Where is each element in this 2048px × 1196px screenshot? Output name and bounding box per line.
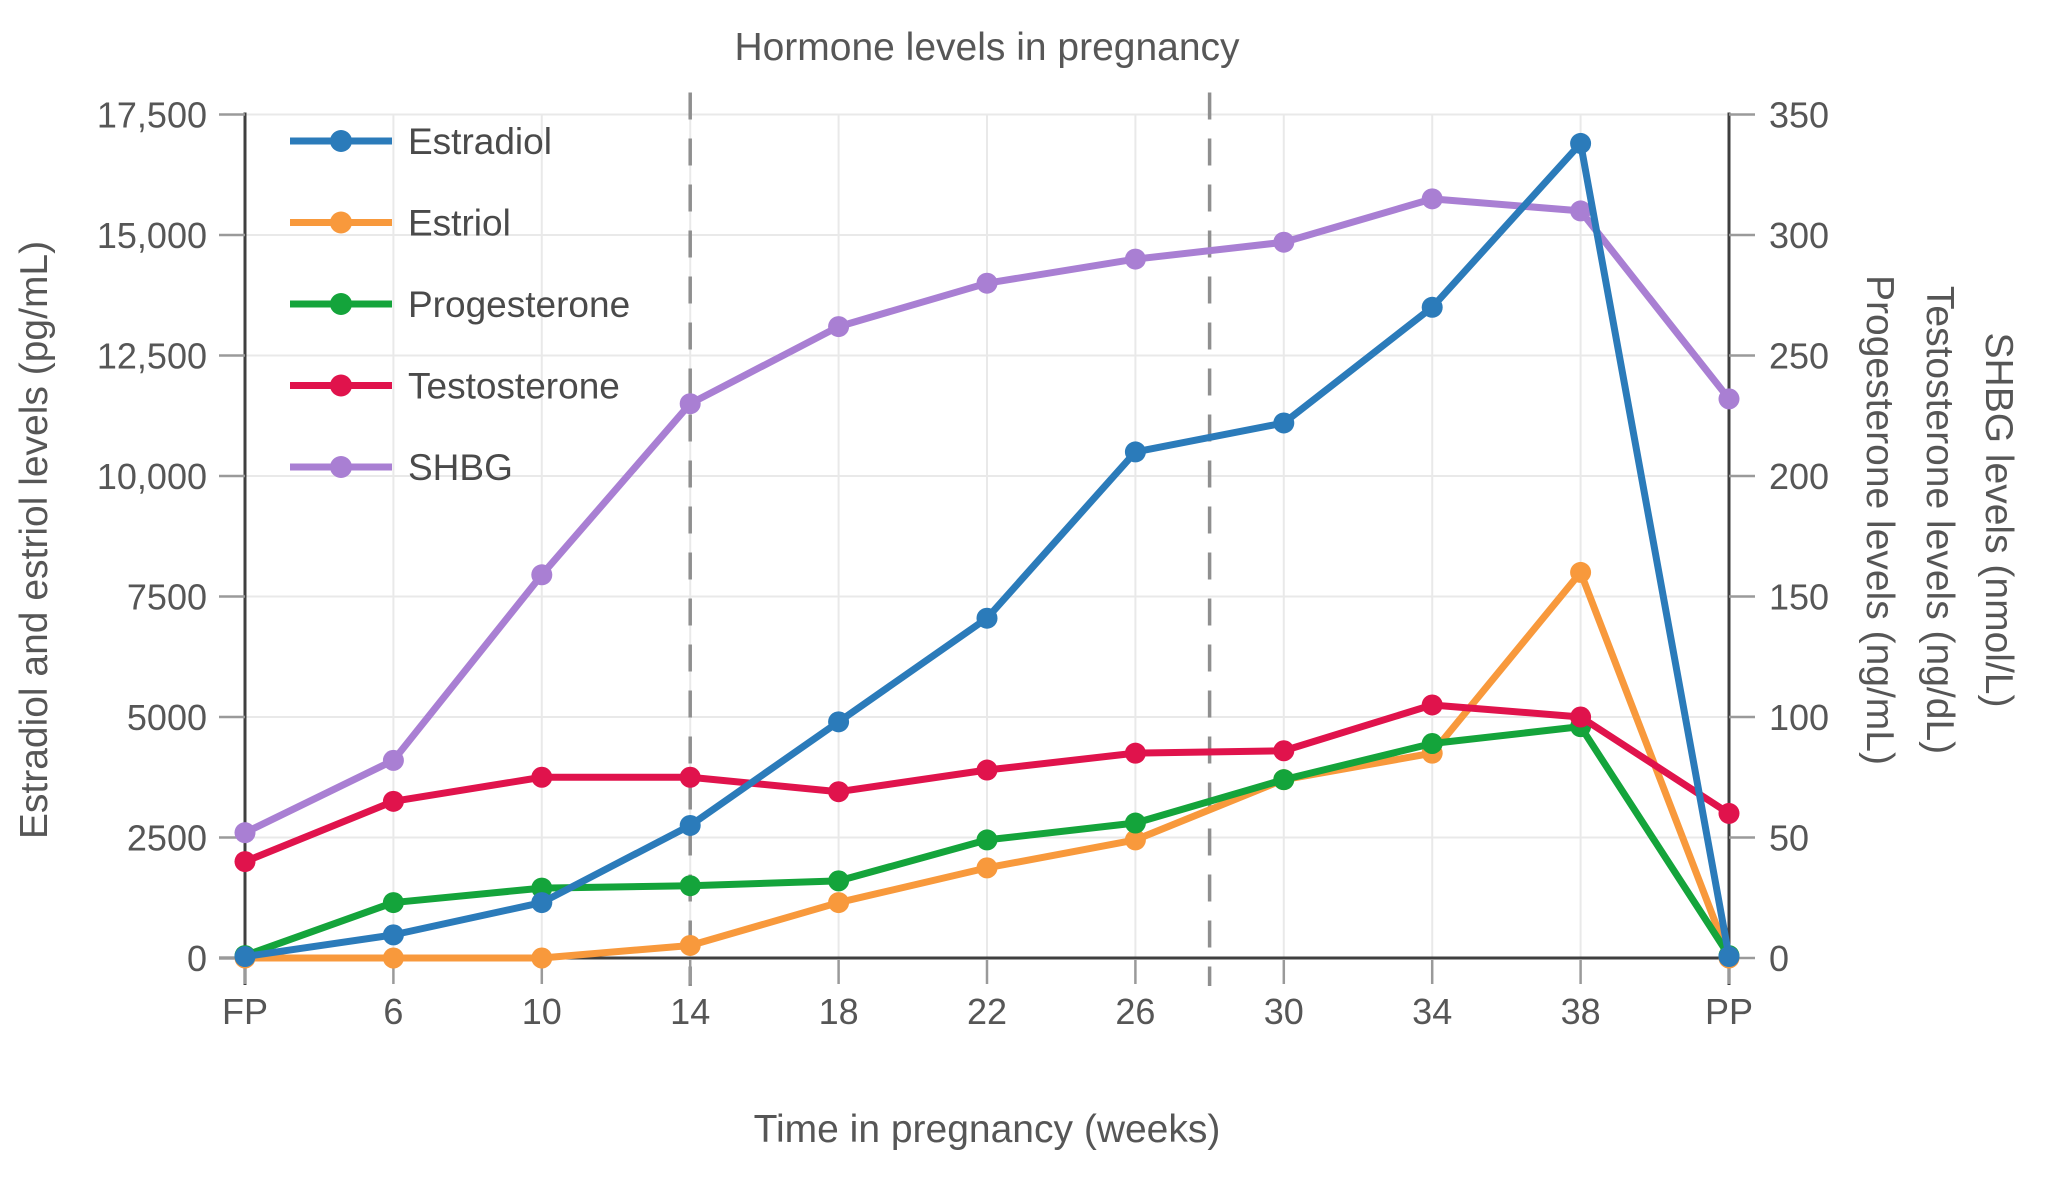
legend-label: Estriol — [408, 203, 511, 244]
data-point-shbg-26 — [1124, 248, 1146, 270]
data-point-progesterone-10 — [531, 877, 553, 899]
x-tick-label-14: 14 — [670, 991, 710, 1032]
legend-item-progesterone[interactable]: Progesterone — [290, 284, 630, 325]
legend-marker-dot — [330, 130, 352, 152]
data-point-testosterone-PP — [1718, 802, 1740, 824]
right-y-tick-label: 350 — [1769, 95, 1829, 136]
data-point-testosterone-18 — [828, 781, 850, 803]
data-point-progesterone-18 — [828, 870, 850, 892]
data-point-testosterone-6 — [382, 790, 404, 812]
right-y-tick-label: 150 — [1769, 577, 1829, 618]
data-point-shbg-FP — [234, 822, 256, 844]
left-y-tick-label: 15,000 — [97, 215, 207, 256]
data-point-progesterone-34 — [1421, 733, 1443, 755]
legend-marker-dot — [330, 456, 352, 478]
x-tick-label-22: 22 — [967, 991, 1007, 1032]
x-tick-label-18: 18 — [819, 991, 859, 1032]
data-point-shbg-34 — [1421, 188, 1443, 210]
right-y-tick-label: 50 — [1769, 818, 1809, 859]
legend-label: Estradiol — [408, 121, 552, 162]
data-point-testosterone-38 — [1570, 706, 1592, 728]
left-y-tick-label: 12,500 — [97, 336, 207, 377]
data-point-estriol-18 — [828, 892, 850, 914]
x-tick-label-30: 30 — [1264, 991, 1304, 1032]
data-point-shbg-14 — [679, 393, 701, 415]
data-point-shbg-18 — [828, 316, 850, 338]
legend-marker-dot — [330, 374, 352, 397]
data-point-estriol-38 — [1570, 561, 1592, 583]
data-point-estradiol-26 — [1124, 441, 1146, 463]
data-point-estradiol-FP — [234, 946, 256, 968]
x-tick-label-10: 10 — [522, 991, 562, 1032]
x-tick-label-34: 34 — [1412, 991, 1452, 1032]
data-point-testosterone-FP — [234, 851, 256, 873]
data-point-estriol-10 — [531, 947, 553, 969]
data-point-shbg-6 — [382, 749, 404, 771]
data-point-testosterone-26 — [1124, 742, 1146, 764]
data-point-estradiol-14 — [679, 814, 701, 836]
data-point-estradiol-22 — [976, 607, 998, 629]
right-y-tick-label: 200 — [1769, 456, 1829, 497]
legend-item-estradiol[interactable]: Estradiol — [290, 121, 552, 162]
right-y-tick-label: 250 — [1769, 336, 1829, 377]
left-y-tick-label: 7500 — [127, 577, 207, 618]
x-axis-title: Time in pregnancy (weeks) — [753, 1108, 1221, 1151]
x-tick-label-FP: FP — [222, 991, 268, 1032]
left-y-tick-label: 17,500 — [97, 95, 207, 136]
data-point-testosterone-10 — [531, 766, 553, 788]
data-point-estradiol-6 — [382, 924, 404, 946]
right-y-tick-label: 300 — [1769, 215, 1829, 256]
right-y-tick-label: 100 — [1769, 697, 1829, 738]
legend-item-testosterone[interactable]: Testosterone — [290, 366, 620, 407]
data-point-progesterone-22 — [976, 829, 998, 851]
data-point-testosterone-30 — [1273, 740, 1295, 762]
legend-marker-dot — [330, 293, 352, 315]
data-point-estradiol-38 — [1570, 132, 1592, 154]
legend-label: Testosterone — [408, 366, 620, 407]
left-y-tick-label: 2500 — [127, 818, 207, 859]
data-point-estriol-14 — [679, 934, 701, 956]
x-tick-label-38: 38 — [1561, 991, 1601, 1032]
data-point-progesterone-30 — [1273, 769, 1295, 791]
data-point-progesterone-14 — [679, 875, 701, 897]
data-point-shbg-22 — [976, 272, 998, 294]
data-point-estriol-26 — [1124, 829, 1146, 851]
chart-title: Hormone levels in pregnancy — [734, 26, 1240, 69]
x-tick-label-26: 26 — [1115, 991, 1155, 1032]
data-point-estradiol-30 — [1273, 412, 1295, 434]
right-y-tick-label: 0 — [1769, 938, 1789, 979]
left-y-tick-label: 10,000 — [97, 456, 207, 497]
data-point-progesterone-26 — [1124, 812, 1146, 834]
data-point-shbg-10 — [531, 564, 553, 586]
data-point-shbg-PP — [1718, 388, 1740, 410]
data-point-testosterone-22 — [976, 759, 998, 781]
legend-item-estriol[interactable]: Estriol — [290, 203, 511, 244]
left-y-tick-label: 5000 — [127, 697, 207, 738]
data-point-estradiol-PP — [1718, 946, 1740, 968]
legend-item-shbg[interactable]: SHBG — [290, 447, 513, 488]
x-tick-label-PP: PP — [1705, 991, 1753, 1032]
data-point-estradiol-34 — [1421, 296, 1443, 318]
left-y-tick-label: 0 — [187, 938, 207, 979]
data-point-estriol-6 — [382, 947, 404, 969]
legend-label: Progesterone — [408, 284, 630, 325]
data-point-shbg-30 — [1273, 231, 1295, 253]
legend-marker-dot — [330, 211, 352, 234]
data-point-estradiol-10 — [531, 892, 553, 914]
legend-label: SHBG — [408, 447, 513, 488]
data-point-testosterone-14 — [679, 766, 701, 788]
data-point-estriol-22 — [976, 857, 998, 879]
data-point-estradiol-18 — [828, 711, 850, 733]
data-point-shbg-38 — [1570, 200, 1592, 222]
legend: Estradiol Estriol Progesterone Testosterone… — [290, 121, 630, 488]
x-tick-label-6: 6 — [383, 991, 403, 1032]
data-point-progesterone-6 — [382, 892, 404, 914]
data-point-testosterone-34 — [1421, 694, 1443, 716]
